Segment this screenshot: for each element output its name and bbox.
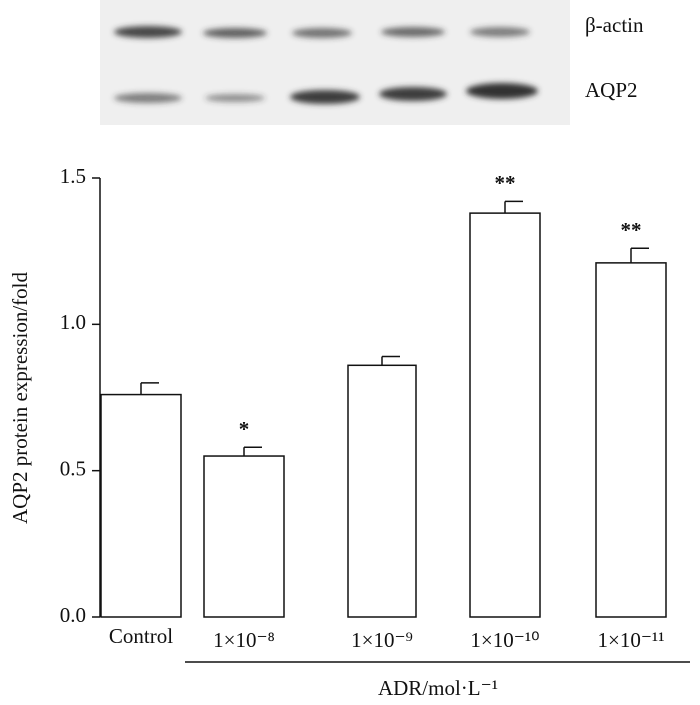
x-axis-label: ADR/mol·L⁻¹ [378,676,498,700]
western-blot: β-actin AQP2 [100,0,644,125]
significance-label: ** [621,218,642,242]
y-tick-label: 0.5 [60,456,86,480]
significance-label: ** [495,171,516,195]
y-tick-label: 1.5 [60,164,86,188]
bar [595,262,667,618]
bar [100,393,182,618]
significance-label: * [239,417,250,441]
bar [469,212,541,618]
bar [203,455,285,618]
y-tick-label: 1.0 [60,310,86,334]
x-tick-label: 1×10⁻⁸ [213,628,275,652]
x-tick-label: Control [109,624,173,648]
blot-label: β-actin [585,13,644,37]
blot-label: AQP2 [585,78,638,102]
x-tick-label: 1×10⁻¹⁰ [470,628,539,652]
y-tick-label: 0.0 [60,603,86,627]
x-tick-label: 1×10⁻¹¹ [597,628,664,652]
bar [347,364,417,618]
y-axis-label: AQP2 protein expression/fold [8,272,32,524]
x-tick-label: 1×10⁻⁹ [351,628,413,652]
